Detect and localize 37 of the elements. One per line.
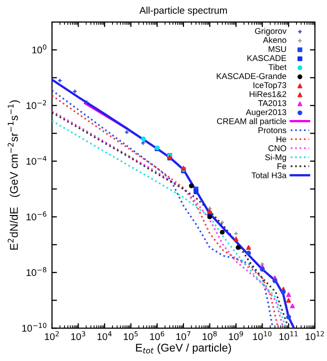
x-tick-label: 10$^{9}$	[228, 331, 244, 340]
legend-label: Tibet	[268, 64, 287, 70]
x-tick-label: 10$^{4}$	[98, 331, 112, 340]
x-tick-label: 10$^{5}$	[124, 331, 138, 340]
legend-label: He	[276, 136, 286, 142]
legend-label: IceTop73	[254, 82, 286, 90]
legend-label: Grigorov	[255, 28, 287, 36]
legend-label: KASCADE	[247, 55, 286, 62]
y-tick-label: 10$^{−10}$	[22, 322, 46, 332]
legend-label: Auger2013	[246, 109, 286, 117]
y-tick-label: 10$^{−8}$	[26, 267, 46, 276]
x-tick-label: 10$^{6}$	[150, 331, 164, 340]
legend-label: HiRes1&2	[250, 90, 286, 98]
legend-label: Protons	[258, 127, 286, 134]
y-tick-label: 10$^{−2}$	[26, 100, 46, 110]
x-tick-label: 10$^{8}$	[202, 331, 217, 340]
x-tick-label: 10$^{3}$	[71, 331, 86, 340]
legend-label: Total H3a	[252, 172, 287, 178]
y-tick-label: 10$^{0}$	[32, 44, 46, 54]
legend-label: MSU	[268, 46, 286, 52]
legend-label: TA2013	[258, 100, 286, 106]
text: E$^{2}$dN/dE (GeV cm$^{−2}$sr$^{−1}$s$^{−1}$)	[8, 100, 20, 250]
x-axis-title: E$_{tot}$ (GeV / particle)	[136, 343, 231, 354]
legend-label: Akeno	[262, 36, 286, 43]
legend-label: Fe	[278, 163, 286, 170]
chart-title: All-particle spectrum	[139, 6, 227, 16]
x-tick-label: 10$^{10}$	[253, 331, 272, 340]
legend-label: CREAM all particle	[217, 118, 286, 126]
x-tick-label: 10$^{11}$	[279, 331, 298, 340]
legend-label: KASCADE-Grande	[216, 72, 286, 80]
x-tick-label: 10$^{7}$	[176, 331, 190, 340]
legend-label: CNO	[268, 145, 286, 152]
x-tick-label: 10$^{12}$	[306, 331, 324, 340]
x-tick-label: 10$^{2}$	[44, 331, 59, 340]
legend-label: Si-Mg	[265, 154, 286, 162]
y-tick-label: 10$^{−4}$	[26, 156, 46, 165]
y-tick-label: 10$^{−6}$	[26, 212, 46, 220]
